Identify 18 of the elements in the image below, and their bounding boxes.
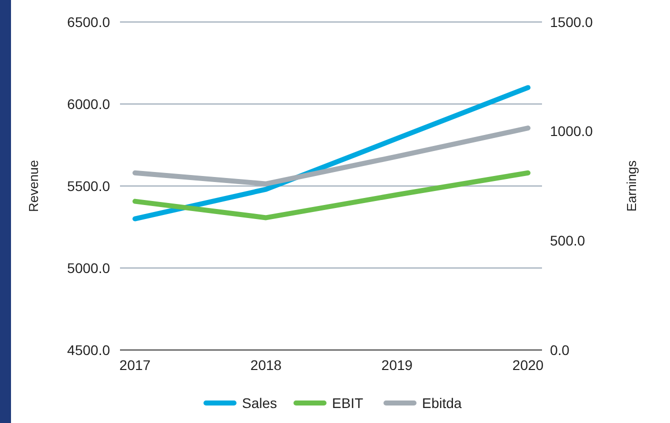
- y-tick-label: 6000.0: [67, 96, 110, 112]
- y2-tick-label: 500.0: [550, 232, 586, 249]
- legend-label: Ebitda: [422, 394, 462, 411]
- y2-tick-label: 0.0: [550, 342, 570, 358]
- legend-label: EBIT: [332, 394, 364, 411]
- y-axis-title: Revenue: [26, 160, 41, 212]
- y-tick-label: 6500.0: [67, 14, 110, 30]
- legend-label: Sales: [242, 394, 278, 411]
- y2-axis-title: Earnings: [624, 160, 639, 212]
- y2-tick-label: 1500.0: [550, 14, 594, 30]
- x-tick-label: 2020: [512, 357, 544, 373]
- x-tick-label: 2018: [250, 357, 282, 373]
- y-tick-label: 4500.0: [67, 342, 110, 358]
- y2-tick-label: 1000.0: [550, 123, 594, 140]
- x-tick-label: 2017: [119, 357, 151, 373]
- y-tick-label: 5500.0: [67, 178, 110, 194]
- x-tick-label: 2019: [381, 357, 413, 373]
- y-tick-label: 5000.0: [67, 260, 110, 276]
